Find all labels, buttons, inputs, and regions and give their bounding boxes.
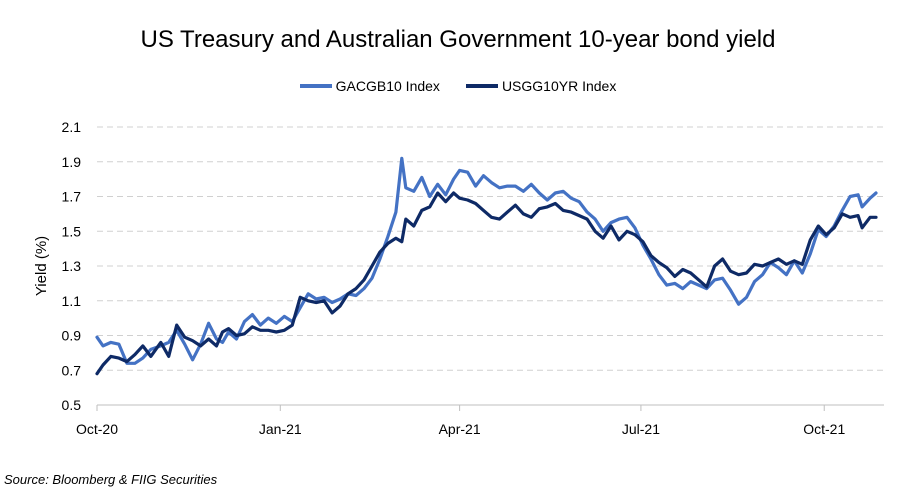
y-axis-label: Yield (%) <box>33 236 50 296</box>
legend-swatch-gacgb10 <box>299 84 332 88</box>
series-line-usgg10yr <box>95 191 878 376</box>
y-tick-label: 1.7 <box>62 189 82 205</box>
legend-swatch-usgg10yr <box>465 84 498 88</box>
legend-label-usgg10yr: USGG10YR Index <box>501 78 617 94</box>
series-line-gacgb10 <box>95 156 878 365</box>
x-tick-label: Jan-21 <box>259 421 302 437</box>
legend-item-gacgb10: GACGB10 Index <box>299 78 440 94</box>
chart-title: US Treasury and Australian Government 10… <box>140 26 776 53</box>
y-tick-label: 0.5 <box>62 397 82 413</box>
legend-item-usgg10yr: USGG10YR Index <box>465 78 617 94</box>
y-tick-label: 0.9 <box>62 328 82 344</box>
y-tick-label: 1.9 <box>62 154 82 170</box>
x-tick-label: Oct-21 <box>803 421 845 437</box>
y-tick-label: 1.1 <box>62 293 82 309</box>
source-note: Source: Bloomberg & FIIG Securities <box>4 472 218 487</box>
y-tick-label: 2.1 <box>62 119 82 135</box>
x-tick-label: Apr-21 <box>439 421 481 437</box>
x-tick-label: Oct-20 <box>76 421 118 437</box>
y-tick-label: 1.3 <box>62 258 82 274</box>
y-tick-label: 1.5 <box>62 223 82 239</box>
y-tick-label: 0.7 <box>62 362 82 378</box>
legend-label-gacgb10: GACGB10 Index <box>335 78 440 94</box>
x-tick-label: Jul-21 <box>622 421 660 437</box>
legend: GACGB10 Index USGG10YR Index <box>0 78 916 94</box>
